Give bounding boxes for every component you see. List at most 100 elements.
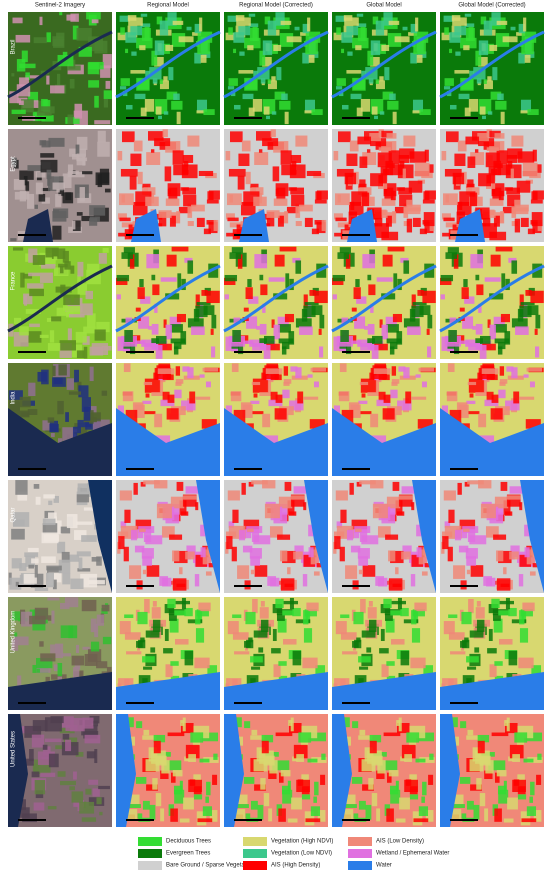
tile-patch bbox=[402, 168, 406, 179]
tile-patch bbox=[55, 745, 67, 750]
water-body bbox=[455, 209, 485, 242]
tile-patch bbox=[263, 106, 270, 115]
tile-patch bbox=[427, 314, 433, 329]
tile-patch bbox=[346, 530, 354, 541]
tile-patch bbox=[395, 780, 399, 791]
tile-patch bbox=[154, 413, 163, 428]
tile-patch bbox=[474, 647, 480, 653]
tile-patch bbox=[373, 368, 391, 374]
tile-patch bbox=[371, 344, 379, 359]
legend-swatch bbox=[138, 849, 162, 858]
tile-patch bbox=[88, 61, 104, 70]
tile-patch bbox=[65, 306, 82, 318]
tile-patch bbox=[280, 770, 291, 777]
tile-patch bbox=[196, 302, 211, 306]
tile-patch bbox=[165, 293, 180, 300]
tile-patch bbox=[519, 396, 535, 400]
tile-patch bbox=[232, 632, 249, 640]
tile-patch bbox=[165, 512, 180, 524]
tile-patch bbox=[198, 170, 214, 177]
water-body bbox=[520, 480, 544, 593]
tile-patch bbox=[505, 400, 520, 411]
tile-patch bbox=[378, 391, 386, 401]
tile-patch bbox=[301, 786, 310, 795]
map-tile bbox=[224, 714, 328, 827]
tile-patch bbox=[385, 215, 392, 227]
tile-patch bbox=[412, 302, 427, 306]
water-body bbox=[8, 672, 112, 710]
tile-patch bbox=[142, 183, 151, 188]
tile-patch bbox=[152, 78, 158, 84]
tile-patch bbox=[184, 756, 190, 762]
map-tile bbox=[332, 363, 436, 476]
map-tile bbox=[224, 480, 328, 593]
tile-patch bbox=[370, 56, 380, 67]
row-label: Qatar bbox=[11, 507, 17, 522]
tile-patch bbox=[75, 144, 80, 156]
tile-patch bbox=[357, 136, 372, 145]
tile-patch bbox=[66, 378, 74, 390]
tile-patch bbox=[494, 496, 509, 509]
tile-patch bbox=[99, 168, 110, 184]
tile-patch bbox=[447, 247, 459, 253]
tile-patch bbox=[518, 574, 524, 587]
tile-patch bbox=[19, 563, 27, 571]
tile-patch bbox=[261, 740, 269, 754]
tile-patch bbox=[49, 330, 55, 343]
tile-patch bbox=[72, 220, 81, 231]
tile-patch bbox=[40, 772, 56, 777]
tile-patch bbox=[56, 307, 74, 316]
tile-patch bbox=[155, 106, 162, 115]
water-body bbox=[440, 672, 544, 710]
tile-patch bbox=[238, 153, 250, 167]
tile-patch bbox=[53, 256, 58, 261]
tile-patch bbox=[532, 222, 542, 234]
tile-patch bbox=[515, 326, 529, 335]
tile-patch bbox=[453, 565, 466, 579]
tile-patch bbox=[526, 549, 535, 565]
water-body bbox=[8, 408, 112, 476]
tile-patch bbox=[259, 607, 269, 619]
water-body bbox=[116, 714, 136, 827]
tile-patch bbox=[140, 481, 146, 487]
tile-patch bbox=[259, 274, 264, 281]
tile-patch bbox=[524, 524, 531, 537]
tile-patch bbox=[303, 305, 316, 318]
tile-patch bbox=[469, 393, 474, 398]
tile-patch bbox=[225, 213, 235, 220]
tile-patch bbox=[429, 753, 434, 760]
tile-patch bbox=[367, 392, 380, 396]
tile-patch bbox=[140, 637, 145, 643]
tile-patch bbox=[390, 639, 405, 645]
tile-patch bbox=[359, 480, 376, 485]
tile-patch bbox=[232, 717, 242, 728]
tile-patch bbox=[520, 99, 532, 112]
tile-patch bbox=[164, 628, 169, 641]
tile-patch bbox=[284, 583, 294, 588]
tile-patch bbox=[389, 341, 398, 350]
map-tile bbox=[331, 12, 437, 125]
tile-patch bbox=[184, 257, 193, 263]
tile-patch bbox=[276, 613, 285, 621]
tile-patch bbox=[381, 44, 390, 52]
tile-patch bbox=[262, 56, 272, 67]
tile-patch bbox=[395, 818, 406, 823]
tile-patch bbox=[75, 751, 84, 757]
tile-patch bbox=[187, 135, 200, 147]
water-body bbox=[224, 714, 244, 827]
tile-patch bbox=[483, 576, 493, 586]
tile-patch bbox=[72, 25, 79, 40]
tile-patch bbox=[531, 212, 543, 227]
tile-patch bbox=[120, 521, 127, 528]
tile-patch bbox=[259, 50, 266, 66]
tile-patch bbox=[458, 201, 463, 211]
tile-patch bbox=[25, 72, 30, 80]
tile-patch bbox=[137, 813, 143, 819]
tile-patch bbox=[125, 48, 129, 54]
tile-patch bbox=[267, 80, 277, 90]
tile-patch bbox=[457, 482, 462, 495]
tile-patch bbox=[262, 138, 279, 147]
tile-patch bbox=[489, 141, 505, 153]
tile-patch bbox=[333, 683, 338, 689]
